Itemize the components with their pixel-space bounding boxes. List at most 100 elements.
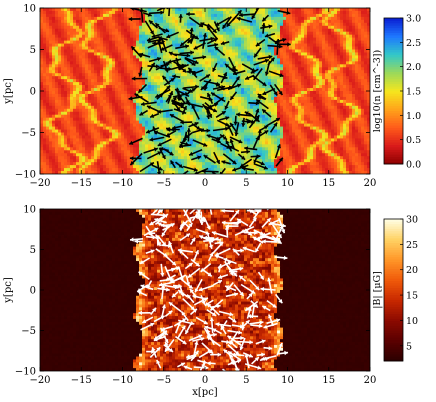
field-arrow	[268, 36, 280, 45]
colorbar-tick-label: 20	[406, 265, 418, 276]
field-arrow	[244, 363, 262, 370]
field-arrow	[138, 271, 150, 281]
field-arrow	[182, 170, 189, 174]
field-arrow	[251, 8, 259, 20]
field-arrow	[192, 139, 208, 147]
field-arrow	[221, 339, 231, 345]
field-arrow	[261, 14, 270, 22]
vector-field	[129, 209, 289, 371]
field-arrow	[183, 365, 193, 371]
field-arrow	[161, 284, 166, 300]
field-arrow	[177, 289, 188, 298]
field-arrow	[239, 12, 256, 18]
field-arrow	[224, 226, 230, 238]
field-arrow	[266, 209, 269, 211]
field-arrow	[218, 310, 234, 317]
y-tick-label: 10	[23, 205, 36, 216]
field-arrow	[273, 83, 284, 96]
field-arrow	[241, 319, 251, 329]
field-arrow	[195, 316, 208, 325]
field-arrow	[195, 228, 210, 235]
field-arrow	[254, 242, 262, 253]
field-arrow	[248, 114, 260, 129]
field-arrow	[268, 314, 275, 327]
field-arrow	[229, 209, 240, 222]
field-arrow	[220, 320, 228, 331]
field-arrow	[158, 147, 167, 160]
field-arrow	[163, 77, 175, 87]
field-arrow	[149, 10, 164, 15]
field-arrow	[171, 291, 179, 298]
field-arrow	[128, 16, 141, 22]
field-arrow	[150, 213, 167, 218]
field-arrow	[224, 100, 230, 110]
y-axis: −10 −5 0 5 10	[15, 4, 370, 181]
field-arrow	[207, 361, 216, 366]
field-arrow	[184, 56, 199, 65]
field-arrow	[169, 113, 184, 123]
field-arrow	[242, 352, 254, 358]
field-arrow	[236, 340, 253, 345]
field-arrow	[225, 281, 234, 292]
field-arrow	[200, 96, 213, 102]
field-arrow	[142, 12, 152, 17]
x-tick-label: −5	[156, 178, 171, 189]
x-tick-label: 5	[243, 375, 249, 386]
field-arrow	[146, 280, 153, 289]
field-arrow	[191, 122, 201, 131]
field-arrow	[217, 274, 229, 279]
field-arrow	[249, 279, 260, 291]
field-arrow	[269, 122, 278, 133]
field-arrow	[219, 116, 230, 121]
field-arrow	[164, 284, 179, 290]
field-arrow	[161, 75, 171, 85]
colorbar-tick-label: 0.5	[406, 135, 421, 146]
field-arrow	[250, 323, 263, 329]
y-tick-label: −5	[21, 326, 36, 337]
field-arrow	[238, 275, 247, 282]
colorbar-tick-label: 5	[406, 341, 412, 352]
field-arrow	[139, 52, 151, 58]
field-arrow	[260, 24, 273, 29]
field-arrow	[146, 349, 155, 354]
field-arrow	[129, 156, 142, 161]
field-arrow	[240, 149, 251, 154]
x-tick-label: −10	[112, 178, 133, 189]
field-arrow	[267, 277, 273, 294]
field-arrow	[256, 352, 265, 357]
field-arrow	[252, 236, 264, 244]
y-tick-label: −10	[15, 367, 36, 378]
colorbar-tick-label: 15	[406, 291, 418, 302]
field-arrow	[138, 66, 143, 77]
x-tick-label: 10	[281, 178, 294, 189]
field-arrow	[244, 146, 258, 151]
field-arrow	[230, 75, 241, 90]
field-arrow	[186, 294, 195, 304]
x-tick-label: −5	[156, 375, 171, 386]
field-arrow	[172, 283, 182, 289]
field-arrow	[219, 167, 226, 174]
field-arrow	[162, 60, 169, 73]
field-arrow	[236, 112, 253, 117]
field-arrow	[189, 27, 194, 39]
field-arrow	[154, 217, 167, 224]
field-arrow	[160, 223, 174, 228]
field-arrow	[153, 329, 168, 341]
field-arrow	[275, 157, 284, 167]
field-arrow	[232, 164, 249, 172]
field-arrow	[198, 349, 213, 359]
field-arrow	[161, 325, 174, 331]
field-arrow	[233, 284, 245, 297]
field-arrow	[255, 38, 266, 47]
field-arrow	[163, 148, 174, 156]
field-arrow	[211, 231, 228, 238]
field-arrow	[196, 214, 203, 223]
field-arrow	[182, 298, 196, 311]
field-arrow	[260, 286, 276, 292]
field-arrow	[262, 305, 271, 312]
field-arrow	[203, 104, 218, 113]
field-arrow	[161, 38, 168, 53]
field-arrow	[157, 138, 172, 147]
field-arrow	[213, 21, 220, 32]
field-arrow	[274, 255, 288, 260]
